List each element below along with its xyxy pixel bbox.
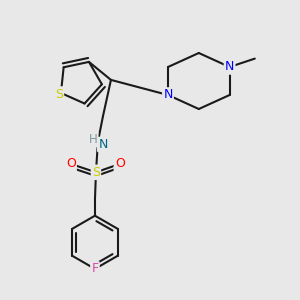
Text: S: S [92, 166, 100, 179]
Text: O: O [115, 158, 125, 170]
Text: N: N [225, 61, 234, 74]
Text: N: N [163, 88, 173, 101]
Text: O: O [66, 158, 76, 170]
Text: S: S [55, 88, 63, 100]
Text: H: H [88, 133, 97, 146]
Text: F: F [92, 262, 98, 275]
Text: N: N [98, 138, 108, 151]
